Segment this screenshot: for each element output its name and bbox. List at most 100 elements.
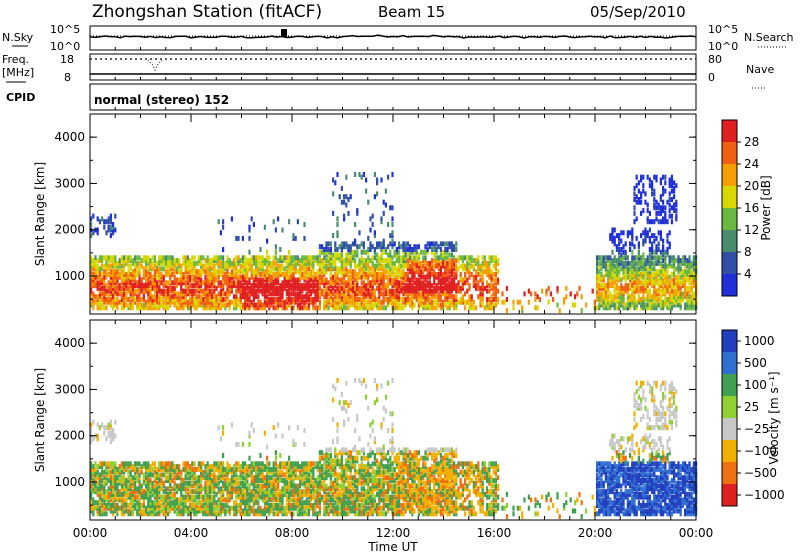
power-cell bbox=[226, 302, 229, 308]
power-cell bbox=[598, 255, 601, 261]
power-cell bbox=[644, 258, 647, 264]
velocity-cell bbox=[228, 508, 231, 514]
velocity-cell bbox=[131, 483, 134, 489]
power-cell bbox=[446, 288, 449, 294]
power-cell bbox=[323, 299, 326, 305]
power-cell bbox=[365, 260, 368, 266]
velocity-cell bbox=[164, 475, 167, 481]
power-cell bbox=[186, 291, 189, 297]
power-cell bbox=[442, 260, 445, 266]
power-cell bbox=[534, 291, 537, 297]
power-cell bbox=[356, 291, 359, 297]
velocity-cell bbox=[127, 464, 130, 470]
power-cell bbox=[655, 205, 658, 211]
power-cell bbox=[659, 274, 662, 280]
power-cell bbox=[362, 291, 365, 297]
power-cell bbox=[455, 302, 458, 308]
power-cell bbox=[631, 302, 634, 308]
power-cell bbox=[246, 302, 249, 308]
power-cell bbox=[171, 297, 174, 302]
power-cell bbox=[492, 255, 495, 261]
velocity-cell bbox=[255, 472, 258, 478]
power-cell bbox=[670, 272, 673, 277]
power-cell bbox=[648, 274, 651, 280]
power-cell bbox=[492, 291, 495, 297]
velocity-cell bbox=[90, 466, 93, 472]
power-cell bbox=[285, 299, 288, 305]
power-cell bbox=[285, 291, 288, 297]
power-cell bbox=[321, 277, 324, 283]
velocity-cell bbox=[175, 505, 178, 511]
velocity-cell bbox=[197, 491, 200, 497]
power-cell bbox=[272, 255, 275, 261]
power-cell bbox=[659, 194, 662, 200]
velocity-cell bbox=[105, 475, 108, 481]
power-cell bbox=[204, 288, 207, 294]
power-cell bbox=[448, 258, 451, 264]
power-cell bbox=[200, 258, 203, 264]
power-cell bbox=[334, 180, 337, 186]
power-cell bbox=[195, 288, 198, 294]
power-cell bbox=[189, 263, 192, 269]
power-cell bbox=[94, 299, 97, 305]
power-cell bbox=[664, 180, 667, 186]
velocity-cell bbox=[114, 478, 117, 483]
power-cell bbox=[615, 299, 618, 305]
power-cell bbox=[635, 216, 638, 222]
power-cell bbox=[422, 269, 425, 275]
power-cell bbox=[373, 249, 376, 255]
power-cell bbox=[409, 266, 412, 272]
power-cell bbox=[433, 280, 436, 286]
power-cell bbox=[171, 285, 174, 291]
power-cell bbox=[668, 197, 671, 202]
power-cell bbox=[477, 294, 480, 300]
power-cell bbox=[142, 297, 145, 302]
power-cell bbox=[351, 272, 354, 277]
velocity-cell bbox=[208, 483, 211, 489]
power-cell bbox=[644, 230, 647, 236]
power-cell bbox=[613, 288, 616, 294]
power-cell bbox=[92, 291, 95, 297]
power-cell bbox=[129, 305, 132, 311]
power-cell bbox=[475, 305, 478, 311]
power-cell bbox=[255, 277, 258, 283]
power-cell bbox=[631, 266, 634, 272]
power-cell bbox=[186, 255, 189, 261]
power-cell bbox=[336, 291, 339, 297]
power-cell bbox=[145, 260, 148, 266]
velocity-cell bbox=[195, 478, 198, 483]
power-cell bbox=[384, 291, 387, 297]
power-cell bbox=[272, 219, 275, 225]
power-cell bbox=[464, 255, 467, 261]
velocity-cell bbox=[90, 428, 93, 433]
power-cell bbox=[226, 277, 229, 283]
power-cell bbox=[299, 274, 302, 280]
power-cell bbox=[446, 255, 449, 261]
power-cell bbox=[228, 258, 231, 264]
velocity-cell bbox=[151, 480, 154, 486]
power-cell bbox=[620, 255, 623, 261]
velocity-cell bbox=[182, 478, 185, 483]
power-cell bbox=[213, 291, 216, 297]
velocity-cell bbox=[178, 475, 181, 481]
power-cell bbox=[640, 274, 643, 280]
velocity-cell bbox=[228, 497, 231, 503]
power-cell bbox=[112, 283, 115, 289]
power-cell bbox=[653, 280, 656, 286]
power-cell bbox=[158, 266, 161, 272]
power-cell bbox=[323, 280, 326, 286]
velocity-cell bbox=[215, 503, 218, 508]
power-cell bbox=[670, 219, 673, 225]
power-cell bbox=[299, 258, 302, 264]
velocity-cell bbox=[136, 461, 139, 467]
power-cell bbox=[391, 230, 394, 236]
power-cell bbox=[103, 269, 106, 275]
velocity-cell bbox=[123, 469, 126, 475]
power-cell bbox=[131, 274, 134, 280]
power-cell bbox=[136, 305, 139, 311]
power-cell bbox=[362, 294, 365, 300]
velocity-cell bbox=[255, 478, 258, 483]
power-cell bbox=[189, 297, 192, 302]
velocity-cell bbox=[127, 503, 130, 508]
power-cell bbox=[239, 285, 242, 291]
